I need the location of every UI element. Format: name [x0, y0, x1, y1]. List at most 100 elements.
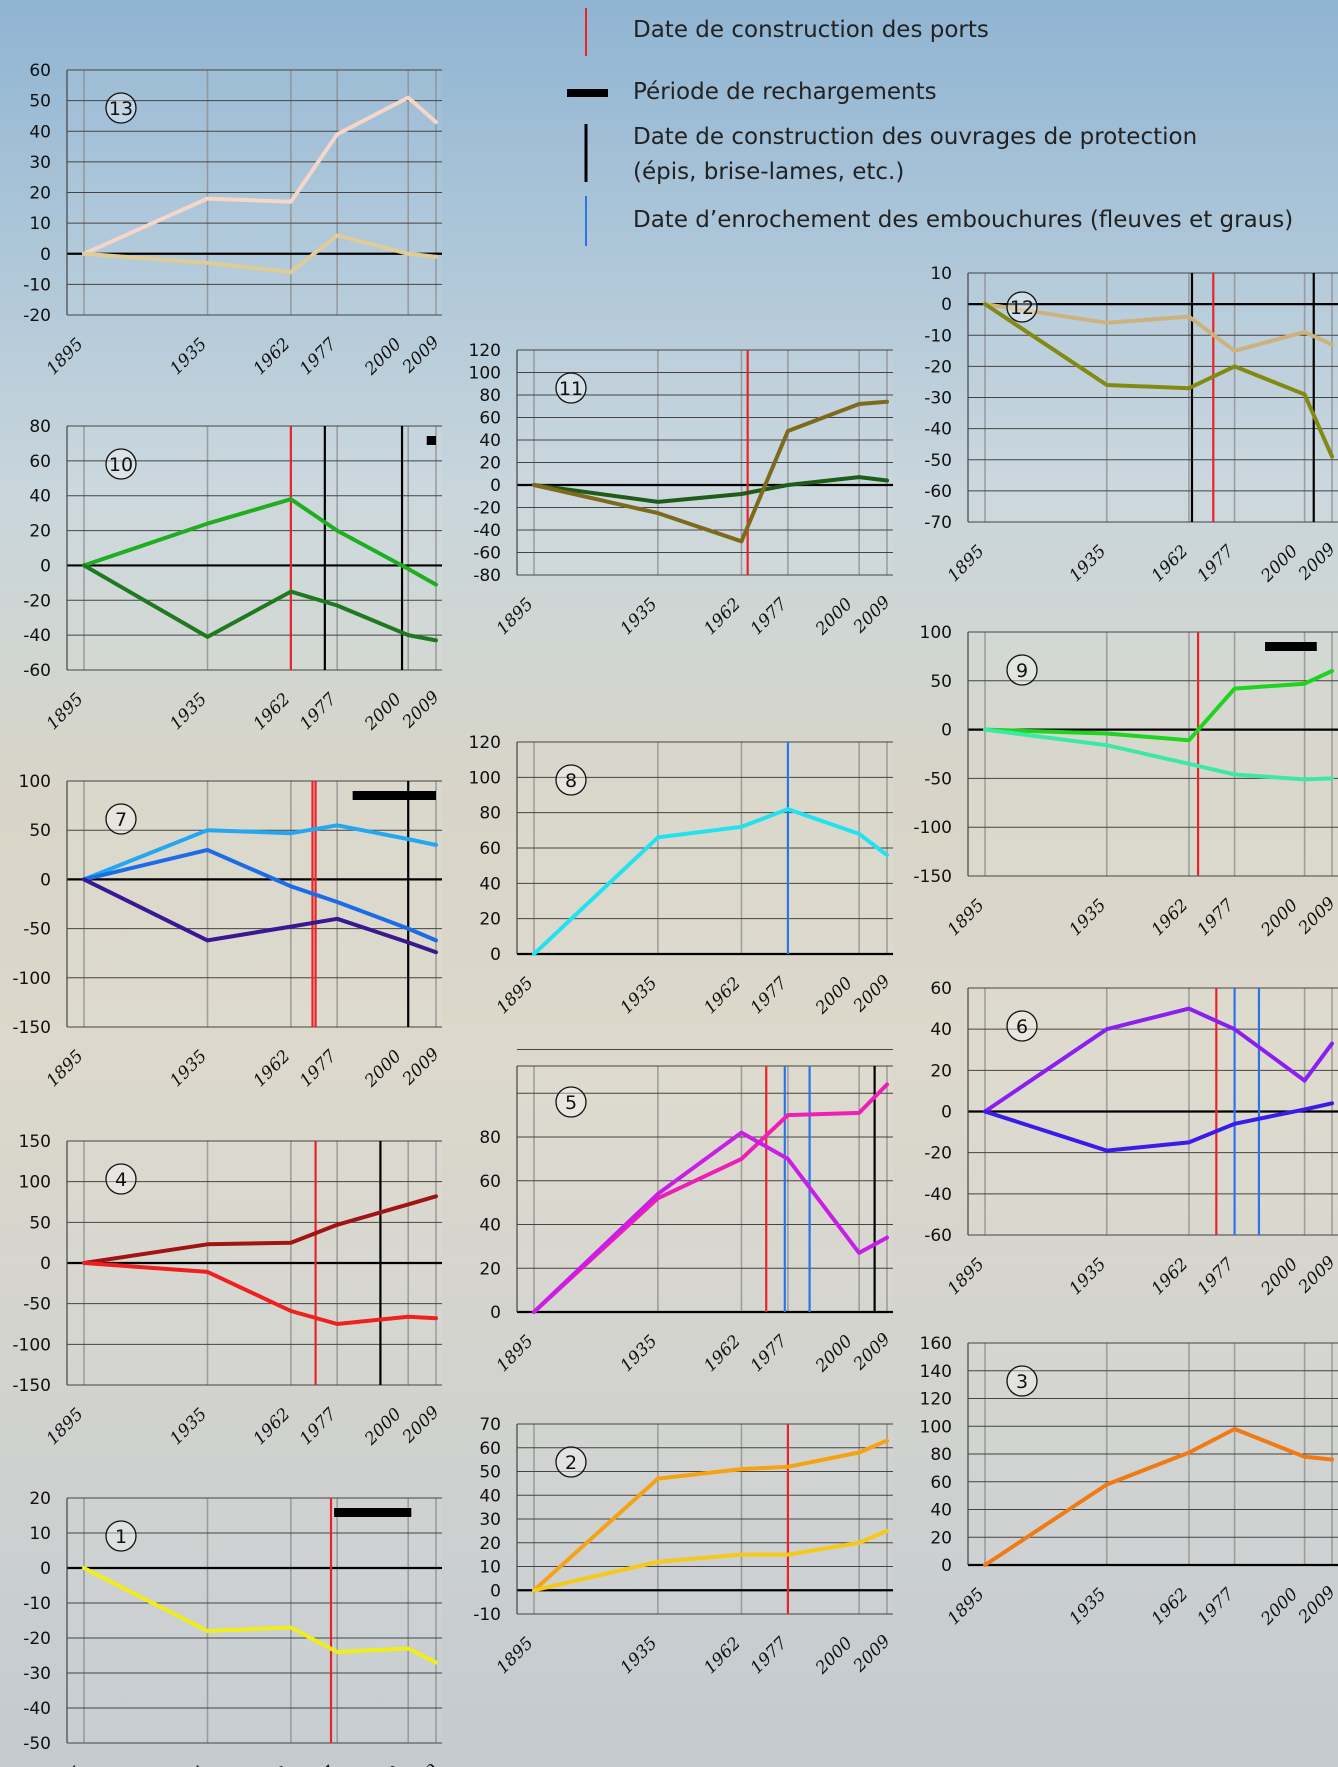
chart-4-ytick-label: -50	[23, 1295, 51, 1315]
chart-6-ytick-label: -20	[924, 1144, 952, 1164]
chart-8-ytick-label: 0	[490, 945, 501, 965]
chart-12-ytick-label: -50	[924, 451, 952, 471]
chart-11-xtick-label: 1977	[747, 594, 792, 639]
chart-4-xtick-label: 1977	[296, 1404, 341, 1449]
chart-panel-10: -60 -40 -20 0 20 40 60 80 1895 1935 1962 1977 200020…	[23, 417, 443, 735]
chart-4-ytick-label: -100	[12, 1335, 51, 1355]
chart-12-xtick-label: 1977	[1193, 541, 1238, 586]
chart-11-xtick-label: 1895	[493, 594, 538, 639]
chart-12-ytick-label: -20	[924, 357, 952, 377]
legend-item-ports: Date de construction des ports	[633, 17, 989, 43]
chart-13-ytick-label: -20	[23, 306, 51, 326]
chart-12-xtick-label: 2000	[1257, 541, 1303, 587]
chart-3-ytick-label: 140	[920, 1362, 952, 1382]
chart-1-ytick-label: -20	[23, 1629, 51, 1649]
chart-1-id-circle	[105, 1520, 137, 1552]
chart-2-id-circle	[555, 1446, 587, 1478]
chart-9-ytick-label: -100	[913, 818, 952, 838]
chart-5-xtick-label: 1935	[617, 1331, 662, 1376]
chart-10-ytick-label: -60	[23, 661, 51, 681]
chart-9-recharge-bar	[1265, 642, 1317, 651]
chart-7-series-2	[82, 877, 438, 955]
chart-4-ytick-label: 150	[19, 1132, 51, 1152]
chart-3-series-0	[983, 1427, 1334, 1567]
chart-1-ytick-label: 10	[29, 1524, 51, 1544]
chart-5-id-circle	[555, 1086, 587, 1118]
chart-1-plot-area	[67, 1498, 442, 1743]
chart-5-series-1	[532, 1130, 889, 1314]
chart-9-series-0	[983, 669, 1334, 743]
chart-11-ytick-label: 20	[479, 454, 501, 474]
chart-2-xtick-label: 1935	[617, 1633, 662, 1678]
chart-5-ytick-label: 60	[479, 1172, 501, 1192]
chart-1-xtick-label: 2000	[360, 1762, 406, 1767]
chart-12-series-1	[983, 302, 1334, 459]
chart-7-xtick-label: 2000	[360, 1046, 406, 1092]
chart-4-series-1	[82, 1261, 438, 1326]
chart-3-id-circle	[1006, 1365, 1038, 1397]
chart-8-xtick-label: 1935	[617, 973, 662, 1018]
chart-12-xtick-label: 1935	[1066, 541, 1111, 586]
chart-10-ytick-label: 40	[29, 487, 51, 507]
chart-13-xtick-label: 2009	[398, 332, 444, 378]
chart-11-ytick-label: -40	[473, 521, 501, 541]
chart-1-ytick-label: 0	[40, 1559, 51, 1579]
chart-6-ytick-label: 60	[930, 979, 952, 999]
chart-4-id-circle	[105, 1163, 137, 1195]
chart-5-xtick-label: 1962	[700, 1331, 745, 1376]
chart-2-ytick-label: 60	[479, 1439, 501, 1459]
chart-6-xtick-label: 1895	[944, 1254, 989, 1299]
chart-9-xtick-label: 1935	[1066, 895, 1111, 940]
chart-panel-2: -10 0 10 20 30 40 50 60 70 1895 1935 1962 1977 200020…	[473, 1415, 894, 1679]
chart-2-xtick-label: 2009	[849, 1631, 895, 1677]
chart-12-ytick-label: -40	[924, 420, 952, 440]
chart-10-ytick-label: 0	[40, 556, 51, 576]
chart-1-xtick-label: 1935	[166, 1762, 211, 1767]
chart-4-xtick-label: 1895	[43, 1404, 88, 1449]
chart-12-id-circle	[1006, 291, 1038, 323]
chart-13-ytick-label: 60	[29, 61, 51, 81]
chart-3-ytick-label: 60	[930, 1473, 952, 1493]
chart-11-xtick-label: 2000	[811, 594, 857, 640]
chart-1-xtick-label: 1895	[43, 1762, 88, 1767]
chart-11-ytick-label: 100	[469, 364, 501, 384]
chart-3-ytick-label: 120	[920, 1390, 952, 1410]
chart-6-xtick-label: 1977	[1193, 1254, 1238, 1299]
chart-3-id-label: 3	[1016, 1371, 1028, 1393]
chart-13-ytick-label: 50	[29, 92, 51, 112]
chart-8-ytick-label: 40	[479, 874, 501, 894]
chart-5-ytick-label: 20	[479, 1259, 501, 1279]
chart-12-ytick-label: 0	[941, 295, 952, 315]
chart-9-xtick-label: 2009	[1294, 893, 1338, 939]
legend-item-ouvrages: Date de construction des ouvrages de pro…	[633, 124, 1198, 150]
chart-8-xtick-label: 1977	[747, 973, 792, 1018]
chart-7-series-1	[82, 847, 438, 943]
chart-9-xtick-label: 1962	[1148, 895, 1193, 940]
chart-6-ytick-label: 0	[941, 1103, 952, 1123]
chart-9-ytick-label: -50	[924, 769, 952, 789]
chart-2-ytick-label: 50	[479, 1463, 501, 1483]
chart-8-ytick-label: 100	[469, 768, 501, 788]
chart-panel-4: -150 -100 -50 0 50 100 150 1895 1935 1962 1977 2000…	[12, 1132, 443, 1450]
chart-1-series-0	[82, 1566, 438, 1665]
chart-11-ytick-label: 0	[490, 476, 501, 496]
chart-11-ytick-label: -20	[473, 499, 501, 519]
chart-4-xtick-label: 1962	[250, 1404, 295, 1449]
chart-12-xtick-label: 1962	[1148, 541, 1193, 586]
chart-8-xtick-label: 1962	[700, 973, 745, 1018]
chart-6-id-circle	[1006, 1010, 1038, 1042]
chart-panel-12: -70 -60 -50 -40 -30 -20 -10 0 10 1895 1935 1962 1977…	[924, 264, 1338, 587]
chart-7-xtick-label: 1977	[296, 1046, 341, 1091]
chart-9-xtick-label: 2000	[1257, 895, 1303, 941]
chart-panel-13: -20 -10 0 10 20 30 40 50 60 1895 1935 1962 1977 20002…	[23, 61, 443, 380]
chart-12-xtick-label: 1895	[944, 541, 989, 586]
chart-5-id-label: 5	[565, 1092, 577, 1114]
chart-11-xtick-label: 1935	[617, 594, 662, 639]
chart-11-ytick-label: -60	[473, 544, 501, 564]
chart-11-ytick-label: 120	[469, 341, 501, 361]
chart-10-ytick-label: -40	[23, 626, 51, 646]
chart-7-ytick-label: -50	[23, 920, 51, 940]
chart-1-ytick-label: -40	[23, 1699, 51, 1719]
